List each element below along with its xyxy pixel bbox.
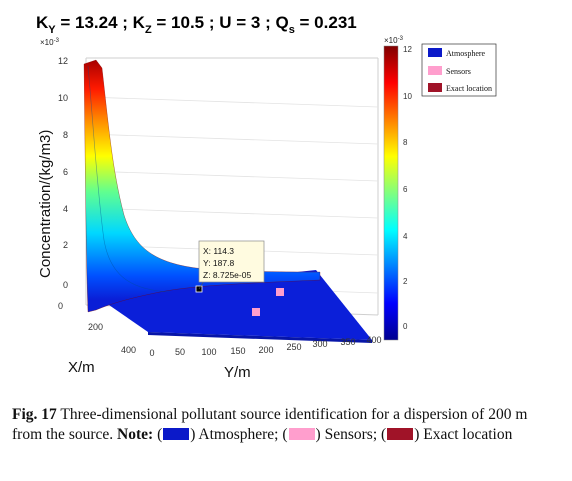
colorbar-tick-label: 2 — [403, 277, 408, 286]
datatip-y: Y: 187.8 — [203, 258, 234, 268]
y-tick-label: 50 — [175, 347, 185, 357]
y-tick-label: 100 — [201, 347, 216, 357]
x-tick-label: 200 — [88, 322, 103, 332]
legend-swatch-sensors — [428, 66, 442, 75]
caption-atmosphere: Atmosphere; — [195, 426, 279, 443]
z-tick-label: 4 — [63, 204, 68, 214]
y-tick-label: 350 — [340, 337, 355, 347]
caption-sensors: Sensors; — [320, 426, 378, 443]
colorbar-tick-label: 8 — [403, 138, 408, 147]
z-tick-label: 10 — [58, 93, 68, 103]
colorbar-multiplier: ×10-3 — [384, 36, 404, 45]
caption-swatch-atmosphere — [163, 428, 190, 440]
colorbar-tick-label: 12 — [403, 45, 412, 54]
caption-swatch-exact — [387, 428, 414, 440]
concentration-surface — [83, 59, 321, 313]
z-tick-label: 6 — [63, 167, 68, 177]
z-tick-label: 8 — [63, 130, 68, 140]
legend-label: Atmosphere — [446, 49, 486, 58]
legend-swatch-atmosphere — [428, 48, 442, 57]
figure-caption: Fig. 17 Three-dimensional pollutant sour… — [12, 406, 528, 443]
caption-swatch-sensors — [288, 428, 315, 440]
sensor-point — [252, 308, 260, 316]
caption-exact: Exact location — [419, 426, 513, 443]
z-axis-multiplier: ×10-3 — [40, 38, 60, 47]
caption-figure-label: Fig. 17 — [12, 406, 57, 423]
y-tick-label: 400 — [366, 335, 381, 345]
z-tick-label: 0 — [63, 280, 68, 290]
x-axis: 0 200 400 — [58, 301, 136, 355]
colorbar-tick-label: 4 — [403, 232, 408, 241]
legend-label: Exact location — [446, 84, 492, 93]
colorbar — [383, 45, 399, 341]
colorbar-tick-label: 0 — [403, 322, 408, 331]
datatip-x: X: 114.3 — [203, 246, 234, 256]
surface-ridge — [87, 65, 171, 293]
z-tick-label: 12 — [58, 56, 68, 66]
z-axis-label: Concentration/(kg/m3) — [37, 130, 54, 278]
caption-text: Three-dimensional pollutant source ident… — [12, 406, 528, 443]
x-axis-label: X/m — [68, 359, 95, 376]
y-axis-label: Y/m — [224, 364, 251, 381]
y-tick-label: 300 — [312, 339, 327, 349]
colorbar-ticks: 0 2 4 6 8 10 12 — [403, 45, 412, 331]
surface-figure: KY = 13.24 ; KZ = 10.5 ; U = 3 ; Qs = 0.… — [36, 13, 497, 381]
chart-title: KY = 13.24 ; KZ = 10.5 ; U = 3 ; Qs = 0.… — [36, 13, 357, 36]
caption-note-label: Note: — [117, 426, 154, 443]
datatip-z: Z: 8.725e-05 — [203, 270, 251, 280]
y-tick-label: 250 — [286, 342, 301, 352]
atmosphere-plane-edge — [148, 332, 372, 343]
sensor-point — [276, 288, 284, 296]
y-tick-label: 0 — [149, 348, 154, 358]
colorbar-tick-label: 10 — [403, 92, 412, 101]
y-axis: 0 50 100 150 200 250 300 350 400 — [149, 335, 381, 358]
datatip: X: 114.3 Y: 187.8 Z: 8.725e-05 — [198, 240, 265, 290]
y-tick-label: 150 — [230, 346, 245, 356]
x-tick-label: 400 — [121, 345, 136, 355]
y-tick-label: 200 — [258, 345, 273, 355]
z-tick-label: 2 — [63, 240, 68, 250]
legend-swatch-exact — [428, 83, 442, 92]
legend: Atmosphere Sensors Exact location — [421, 43, 497, 97]
colorbar-tick-label: 6 — [403, 185, 408, 194]
x-tick-label: 0 — [58, 301, 63, 311]
legend-label: Sensors — [446, 67, 471, 76]
z-axis: 0 2 4 6 8 10 12 — [58, 56, 68, 290]
